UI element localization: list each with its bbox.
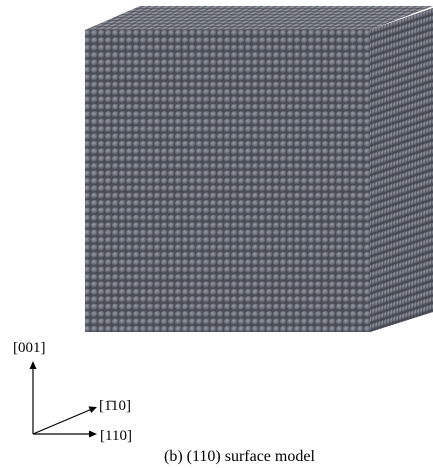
arrow-head bbox=[30, 361, 37, 369]
axis-label: [1̄10] bbox=[99, 398, 131, 414]
axis-1bar10 bbox=[33, 409, 92, 434]
arrow-head bbox=[89, 431, 97, 438]
page: [001] [1̄10] [110] (b) (110) surface mod… bbox=[0, 0, 433, 468]
figure: [001] [1̄10] [110] (b) (110) surface mod… bbox=[0, 0, 433, 468]
caption: (b) (110) surface model bbox=[164, 448, 315, 465]
axis-label: [110] bbox=[100, 428, 132, 444]
front-face bbox=[85, 30, 370, 332]
axes bbox=[33, 366, 92, 434]
axis-label: [001] bbox=[13, 340, 46, 356]
side-face bbox=[370, 8, 433, 332]
